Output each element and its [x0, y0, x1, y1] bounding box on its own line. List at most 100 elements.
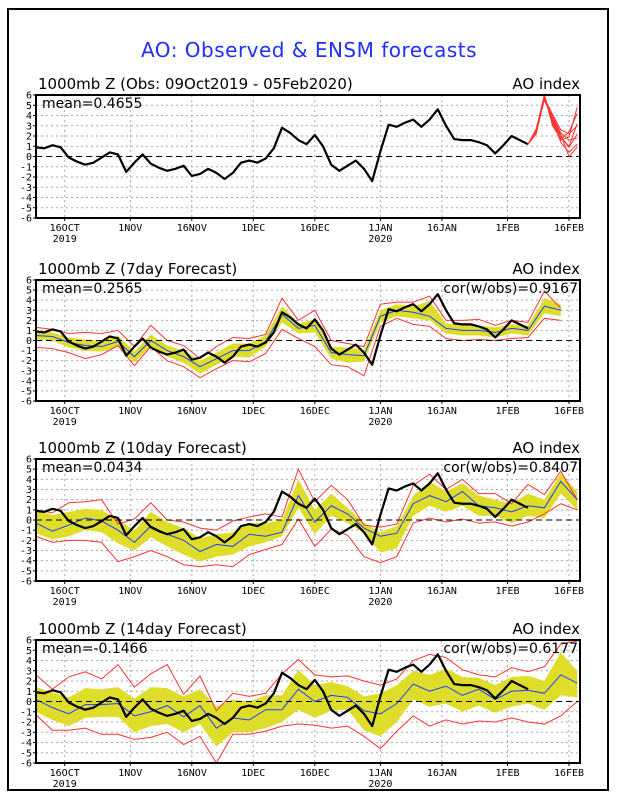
x-tick-label: 16NOV: [177, 223, 207, 234]
observed-ao-line: [35, 472, 529, 546]
y-tick-label: -2: [20, 173, 32, 184]
x-tick-label: 1DEC: [241, 406, 265, 417]
correlation-annotation: cor(w/obs)=0.9167: [443, 281, 578, 297]
x-tick-label: 1DEC: [241, 223, 265, 234]
panel-4: 1000mb Z (14day Forecast) AO index-6-5-4-…: [20, 620, 584, 790]
mean-annotation: mean=0.2565: [42, 281, 142, 297]
x-tick-year-label: 2020: [368, 234, 392, 245]
panel-right-label: AO index: [512, 620, 580, 638]
y-tick-label: 6: [26, 636, 32, 647]
y-tick-label: -3: [20, 183, 32, 194]
y-tick-label: 1: [26, 505, 32, 516]
ensemble-max-line: [35, 640, 578, 712]
y-tick-label: -4: [20, 556, 32, 567]
y-tick-label: 2: [26, 495, 32, 506]
y-tick-label: -6: [20, 577, 32, 588]
x-tick-label: 1DEC: [241, 768, 265, 779]
y-tick-label: -2: [20, 718, 32, 729]
y-tick-label: 0: [26, 697, 32, 708]
x-tick-year-label: 2020: [368, 779, 392, 790]
y-tick-label: 0: [26, 336, 32, 347]
x-tick-label: 16FEB: [554, 768, 584, 779]
x-tick-label: 16OCT: [50, 223, 80, 234]
x-tick-label: 1JAN: [368, 586, 392, 597]
y-tick-label: 1: [26, 687, 32, 698]
y-tick-label: 6: [26, 455, 32, 466]
x-tick-label: 16OCT: [50, 586, 80, 597]
y-tick-label: 0: [26, 516, 32, 527]
y-tick-label: 0: [26, 152, 32, 163]
observed-ao-line: [35, 653, 529, 728]
x-tick-label: 1JAN: [368, 223, 392, 234]
y-tick-label: 1: [26, 326, 32, 337]
y-tick-label: -2: [20, 536, 32, 547]
panel-title: 1000mb Z (7day Forecast): [38, 260, 237, 278]
x-tick-label: 16JAN: [427, 223, 457, 234]
x-tick-label: 1DEC: [241, 586, 265, 597]
correlation-annotation: cor(w/obs)=0.8407: [443, 460, 578, 476]
x-tick-label: 1NOV: [118, 406, 142, 417]
x-tick-label: 16FEB: [554, 223, 584, 234]
y-tick-label: -4: [20, 193, 32, 204]
ensemble-max-line: [35, 290, 562, 360]
y-tick-label: -1: [20, 162, 32, 173]
y-tick-label: 5: [26, 286, 32, 297]
correlation-annotation: cor(w/obs)=0.6177: [443, 641, 578, 657]
x-tick-label: 16DEC: [300, 586, 330, 597]
x-tick-label: 1FEB: [495, 406, 519, 417]
x-tick-label: 1NOV: [118, 586, 142, 597]
y-tick-label: -3: [20, 366, 32, 377]
x-tick-label: 1FEB: [495, 586, 519, 597]
panel-right-label: AO index: [512, 75, 580, 93]
y-tick-label: 4: [26, 656, 32, 667]
main-title: AO: Observed & ENSM forecasts: [140, 38, 478, 62]
ensemble-member-line: [527, 96, 578, 145]
chart-frame: [7, 8, 609, 791]
ensemble-member-line: [527, 98, 578, 158]
x-tick-year-label: 2020: [368, 597, 392, 608]
y-tick-label: 2: [26, 677, 32, 688]
y-tick-label: -1: [20, 346, 32, 357]
ensemble-min-line: [35, 503, 578, 568]
y-tick-label: 3: [26, 485, 32, 496]
x-tick-label: 16JAN: [427, 768, 457, 779]
y-tick-label: -5: [20, 386, 32, 397]
y-tick-label: -2: [20, 356, 32, 367]
y-tick-label: 6: [26, 276, 32, 287]
y-tick-label: -1: [20, 707, 32, 718]
x-tick-year-label: 2019: [53, 417, 77, 428]
x-tick-label: 16OCT: [50, 768, 80, 779]
y-tick-label: 4: [26, 296, 32, 307]
y-tick-label: 3: [26, 666, 32, 677]
x-tick-label: 1FEB: [495, 223, 519, 234]
x-tick-year-label: 2020: [368, 417, 392, 428]
x-tick-year-label: 2019: [53, 234, 77, 245]
y-tick-label: -5: [20, 566, 32, 577]
x-tick-label: 1FEB: [495, 768, 519, 779]
x-tick-label: 16DEC: [300, 223, 330, 234]
y-tick-label: -6: [20, 759, 32, 770]
x-tick-label: 16OCT: [50, 406, 80, 417]
x-tick-label: 16NOV: [177, 768, 207, 779]
y-tick-label: 3: [26, 121, 32, 132]
ensemble-max-line: [35, 467, 578, 531]
panel-3: 1000mb Z (10day Forecast) AO index-6-5-4-…: [20, 439, 584, 608]
y-tick-label: 2: [26, 316, 32, 327]
x-tick-label: 16DEC: [300, 768, 330, 779]
ensemble-min-line: [35, 701, 578, 764]
panel-2: 1000mb Z (7day Forecast) AO index -6-5-4-3…: [20, 260, 584, 428]
panel-right-label: AO index: [512, 260, 580, 278]
mean-annotation: mean=-0.1466: [42, 641, 148, 657]
y-tick-label: -6: [20, 397, 32, 408]
ensemble-mean-line: [35, 674, 578, 729]
mean-annotation: mean=0.0434: [42, 460, 143, 476]
x-tick-year-label: 2019: [53, 779, 77, 790]
ensemble-spread-band: [36, 652, 578, 747]
x-tick-label: 1JAN: [368, 768, 392, 779]
x-tick-year-label: 2019: [53, 597, 77, 608]
x-tick-label: 16NOV: [177, 586, 207, 597]
ensemble-mean-line: [35, 305, 561, 368]
y-tick-label: 5: [26, 646, 32, 657]
panel-right-label: AO index: [512, 439, 580, 457]
